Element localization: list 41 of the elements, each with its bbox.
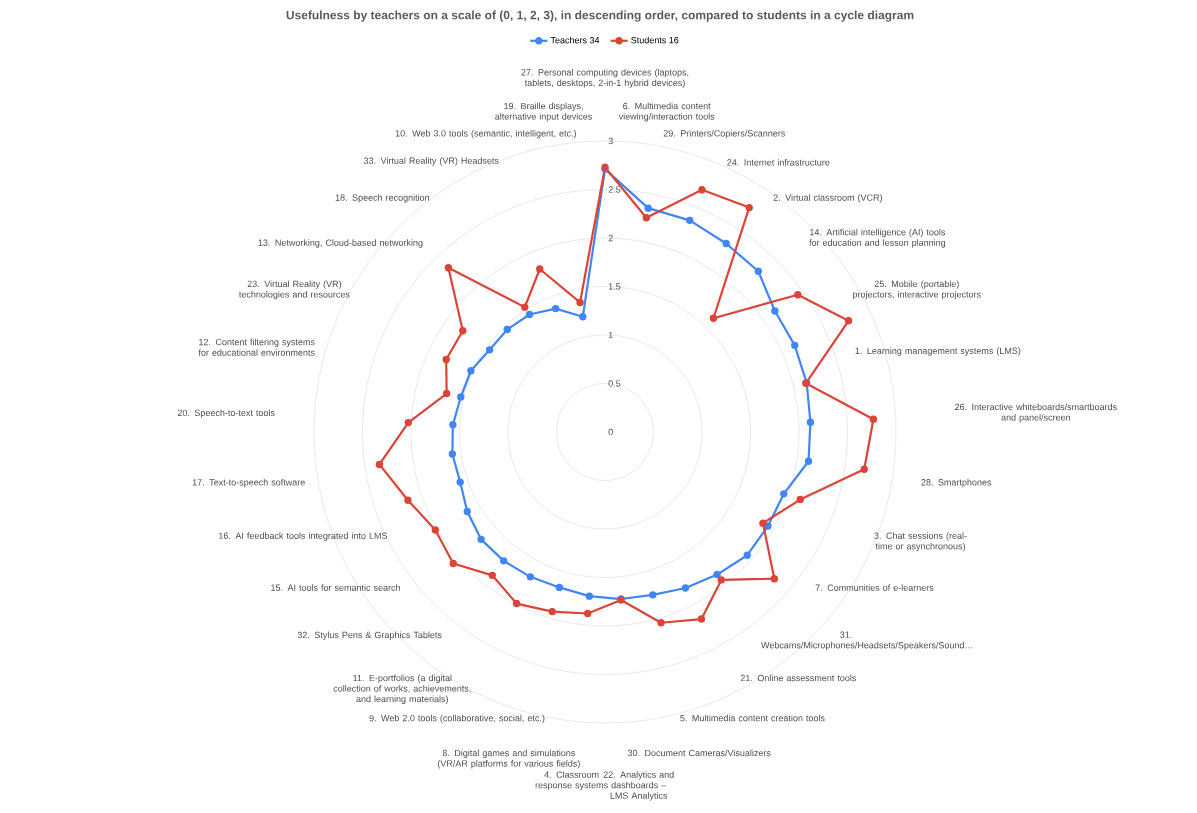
spoke-label: 21. Online assessment tools bbox=[740, 674, 857, 682]
spoke-label: 23. Virtual Reality (VR) technologies and resources bbox=[239, 280, 350, 300]
legend-label: Students 16 bbox=[631, 36, 679, 44]
spoke-label: 1. Learning management systems (LMS) bbox=[855, 347, 1021, 356]
spoke-label: 12. Content filtering systems for educational environments bbox=[198, 338, 315, 356]
spoke-label: 16. AI feedback tools integrated into LMS bbox=[219, 532, 388, 541]
spoke-label: 30. Document Cameras/Visualizers bbox=[627, 749, 771, 757]
y-tick-label: 1.5 bbox=[608, 283, 621, 290]
spoke-label: 28. Smartphones bbox=[921, 478, 992, 488]
spoke-label: 7. Communities of e-learners bbox=[815, 584, 934, 591]
spoke-label: 29. Printers/Copiers/Scanners bbox=[663, 129, 785, 139]
spoke-label: 33. Virtual Reality (VR) Headsets bbox=[363, 157, 499, 166]
spoke-label: 31. Webcams/Microphones/Headsets/Speakers/Sound… bbox=[761, 631, 973, 651]
spoke-label: 6. Multimedia content viewing/interaction tools bbox=[618, 102, 715, 122]
spoke-label: 3. Chat sessions (real-time or asynchronous) bbox=[874, 532, 967, 552]
spoke-label: 24. Internet infrastructure bbox=[727, 159, 830, 166]
spoke-label: 26. Interactive whiteboards/smartboards and panel/screen bbox=[955, 403, 1117, 423]
spoke-label: 14. Artificial intelligence (AI) tools for education and lesson planning bbox=[809, 228, 946, 248]
spoke-label: 9. Web 2.0 tools (collaborative, social, etc.) bbox=[369, 714, 545, 724]
spoke-label: 20. Speech-to-text tools bbox=[177, 409, 275, 418]
spoke-label: 25. Mobile (portable) projectors, interactive projectors bbox=[853, 280, 981, 300]
y-tick-label: 0.5 bbox=[608, 380, 621, 387]
spoke-label: 13. Networking, Cloud-based networking bbox=[258, 239, 423, 248]
spoke-label: 11. E-portfolios (a digital collection of works, achievements, and learning materials) bbox=[333, 674, 471, 704]
spoke-label: 32. Stylus Pens & Graphics Tablets bbox=[297, 631, 442, 640]
spoke-label: 27. Personal computing devices (laptops, tablets, desktops, 2-in-1 hybrid devices) bbox=[521, 68, 689, 88]
legend-label: Teachers 34 bbox=[550, 36, 600, 44]
spoke-label: 19. Braille displays, alternative input devices bbox=[495, 102, 592, 122]
y-tick-label: 3 bbox=[608, 137, 613, 145]
spoke-label: 10. Web 3.0 tools (semantic, intelligent, etc.) bbox=[395, 129, 576, 139]
y-tick-label: 1 bbox=[608, 331, 613, 339]
chart-title: Usefulness by teachers on a scale of (0, 1, 2, 3), in descending order, compared to students in a cycle diagram bbox=[286, 10, 914, 22]
spoke-label: 2. Virtual classroom (VCR) bbox=[773, 194, 882, 203]
spoke-label: 15. AI tools for semantic search bbox=[271, 584, 400, 591]
y-tick-label: 2.5 bbox=[608, 186, 621, 193]
spoke-label: 8. Digital games and simulations (VR/AR platforms for various fields) bbox=[437, 749, 580, 769]
spoke-label: 5. Multimedia content creation tools bbox=[680, 714, 825, 722]
y-tick-label: 0 bbox=[608, 428, 613, 436]
y-tick-label: 2 bbox=[608, 234, 613, 242]
spoke-label: 17. Text-to-speech software bbox=[192, 478, 305, 488]
spoke-label: 18. Speech recognition bbox=[335, 194, 430, 203]
